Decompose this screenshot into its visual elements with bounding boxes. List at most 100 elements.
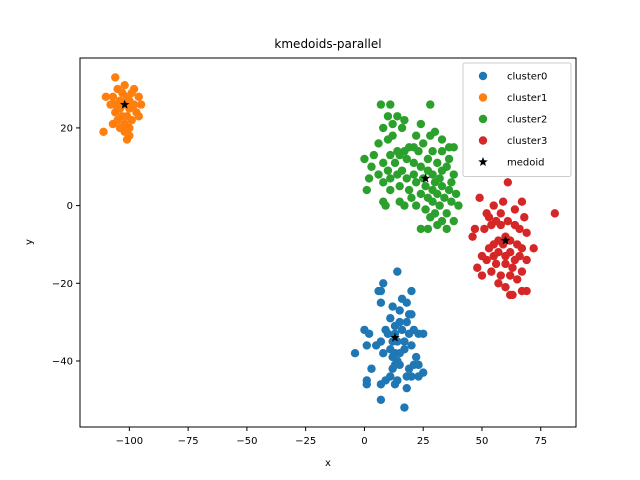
cluster2-point [379, 158, 388, 168]
legend-marker-medoid [478, 157, 488, 167]
cluster0-point [386, 314, 395, 323]
cluster0-point [393, 267, 402, 276]
cluster0-point [402, 383, 411, 393]
cluster2-point [409, 158, 419, 168]
cluster2-point [386, 174, 395, 183]
cluster2-point [449, 216, 458, 226]
x-tick-label: −75 [178, 436, 199, 447]
cluster0-point [411, 352, 421, 362]
cluster0-point [390, 321, 400, 331]
x-tick-label: −100 [116, 436, 143, 447]
x-tick-label: −25 [295, 436, 316, 447]
cluster0-point [407, 310, 416, 319]
cluster2-point [360, 154, 369, 164]
cluster3-point [484, 244, 494, 253]
cluster2-point [379, 123, 388, 133]
cluster0-point [367, 364, 376, 373]
legend-label-cluster2: cluster2 [507, 115, 547, 126]
cluster3-point [503, 216, 513, 226]
legend-label-cluster0: cluster0 [507, 72, 547, 83]
cluster2-point [421, 181, 430, 191]
cluster3-point [468, 232, 477, 241]
cluster3-point [517, 286, 527, 296]
cluster3-point [477, 271, 487, 280]
cluster2-point [416, 119, 426, 129]
cluster2-point [414, 147, 423, 156]
cluster1-point [134, 92, 143, 102]
cluster3-point [496, 209, 505, 218]
cluster2-point [454, 201, 463, 210]
cluster3-point [517, 197, 527, 206]
cluster3-point [517, 267, 527, 276]
cluster2-point [428, 197, 437, 206]
cluster1-point [136, 100, 146, 109]
legend-marker-cluster0 [478, 71, 488, 81]
cluster2-point [416, 224, 426, 234]
legend-marker-cluster3 [478, 136, 488, 145]
marks-layer [99, 73, 560, 412]
cluster3-point [482, 255, 491, 265]
cluster3-point [513, 275, 522, 284]
cluster0-point [402, 298, 411, 307]
cluster2-point [442, 224, 451, 234]
cluster0-point [404, 329, 414, 338]
cluster3-point [496, 220, 505, 230]
y-axis: −40 −20 0 20 [52, 123, 80, 367]
cluster3-point [522, 255, 531, 265]
cluster0-point [404, 364, 414, 373]
cluster2-point [449, 143, 458, 152]
cluster1-point [99, 127, 108, 136]
cluster3-point [501, 282, 510, 292]
cluster2-point [407, 193, 416, 203]
cluster3-point [510, 255, 520, 265]
cluster2-point [426, 100, 435, 109]
cluster2-point [437, 166, 447, 175]
cluster1-point [101, 92, 111, 102]
x-tick-label: 0 [361, 436, 367, 447]
legend-label-medoid: medoid [507, 158, 545, 169]
cluster2-point [440, 193, 449, 203]
cluster3-point [470, 224, 480, 234]
cluster0-point [371, 341, 381, 350]
cluster3-point [489, 251, 498, 261]
cluster3-point [487, 220, 496, 230]
cluster3-point [489, 201, 498, 210]
cluster2-point [451, 189, 461, 199]
cluster3-point [522, 228, 531, 237]
cluster0-point [414, 329, 423, 338]
cluster2-point [409, 170, 419, 179]
cluster2-point [447, 197, 456, 206]
cluster2-point [411, 131, 421, 140]
cluster2-point [395, 181, 404, 191]
cluster0-point [362, 380, 371, 389]
cluster2-point [433, 220, 442, 230]
cluster2-point [364, 174, 374, 183]
cluster1-point [108, 119, 118, 129]
x-tick-label: −50 [236, 436, 257, 447]
cluster0-point [379, 279, 388, 288]
cluster2-point [437, 147, 447, 156]
cluster0-point [407, 286, 416, 296]
cluster2-point [374, 139, 383, 148]
medoid-point [119, 99, 130, 109]
cluster0-point [379, 349, 388, 358]
cluster1-point [111, 73, 120, 82]
cluster2-point [423, 154, 433, 164]
cluster0-point [395, 349, 404, 358]
cluster3-point [498, 197, 508, 206]
cluster2-point [376, 100, 386, 109]
cluster0-point [414, 372, 423, 381]
medoid-point [420, 173, 431, 183]
cluster3-point [515, 224, 524, 234]
cluster2-point [402, 174, 411, 183]
cluster2-point [430, 178, 440, 187]
cluster1-point [125, 104, 134, 113]
medoid-point [500, 235, 511, 245]
y-tick-label: −40 [52, 356, 73, 367]
cluster3-point [491, 259, 501, 269]
cluster2-point [433, 158, 442, 168]
cluster2-point [437, 135, 447, 144]
cluster2-point [383, 166, 393, 175]
cluster3-point [529, 244, 538, 253]
cluster2-point [362, 185, 371, 195]
